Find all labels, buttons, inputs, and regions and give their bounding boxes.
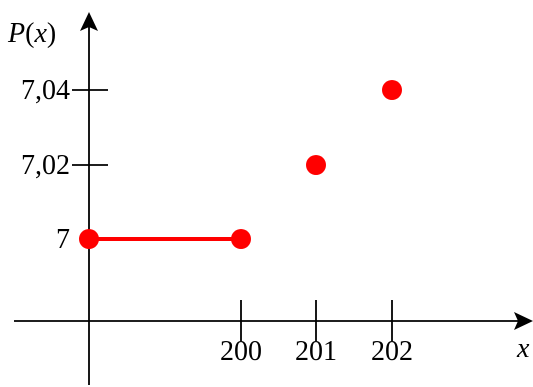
- tick-labels: 200 201 202 7 7,02 7,04: [21, 75, 413, 367]
- data-series: [79, 80, 402, 249]
- y-tick-label: 7: [56, 224, 70, 255]
- tick-marks: [72, 89, 393, 341]
- x-axis-label: x: [516, 333, 530, 364]
- data-point: [306, 155, 326, 175]
- y-axis-label-var: x: [33, 18, 47, 49]
- x-tick-label: 202: [371, 336, 413, 367]
- y-tick-label: 7,04: [21, 75, 70, 106]
- x-tick-label: 200: [220, 336, 262, 367]
- x-axis-arrow-icon: [514, 312, 533, 330]
- data-point: [382, 80, 402, 100]
- y-axis-label-func: P: [7, 18, 25, 49]
- axes: [14, 12, 533, 385]
- y-tick-label: 7,02: [21, 150, 70, 181]
- x-tick-label: 201: [295, 336, 337, 367]
- y-axis-label-open: (: [25, 18, 34, 49]
- y-axis-label: P(x): [7, 18, 56, 49]
- y-axis-arrow-icon: [80, 12, 98, 31]
- data-point: [79, 229, 99, 249]
- data-point: [231, 229, 251, 249]
- y-axis-label-close: ): [47, 18, 56, 49]
